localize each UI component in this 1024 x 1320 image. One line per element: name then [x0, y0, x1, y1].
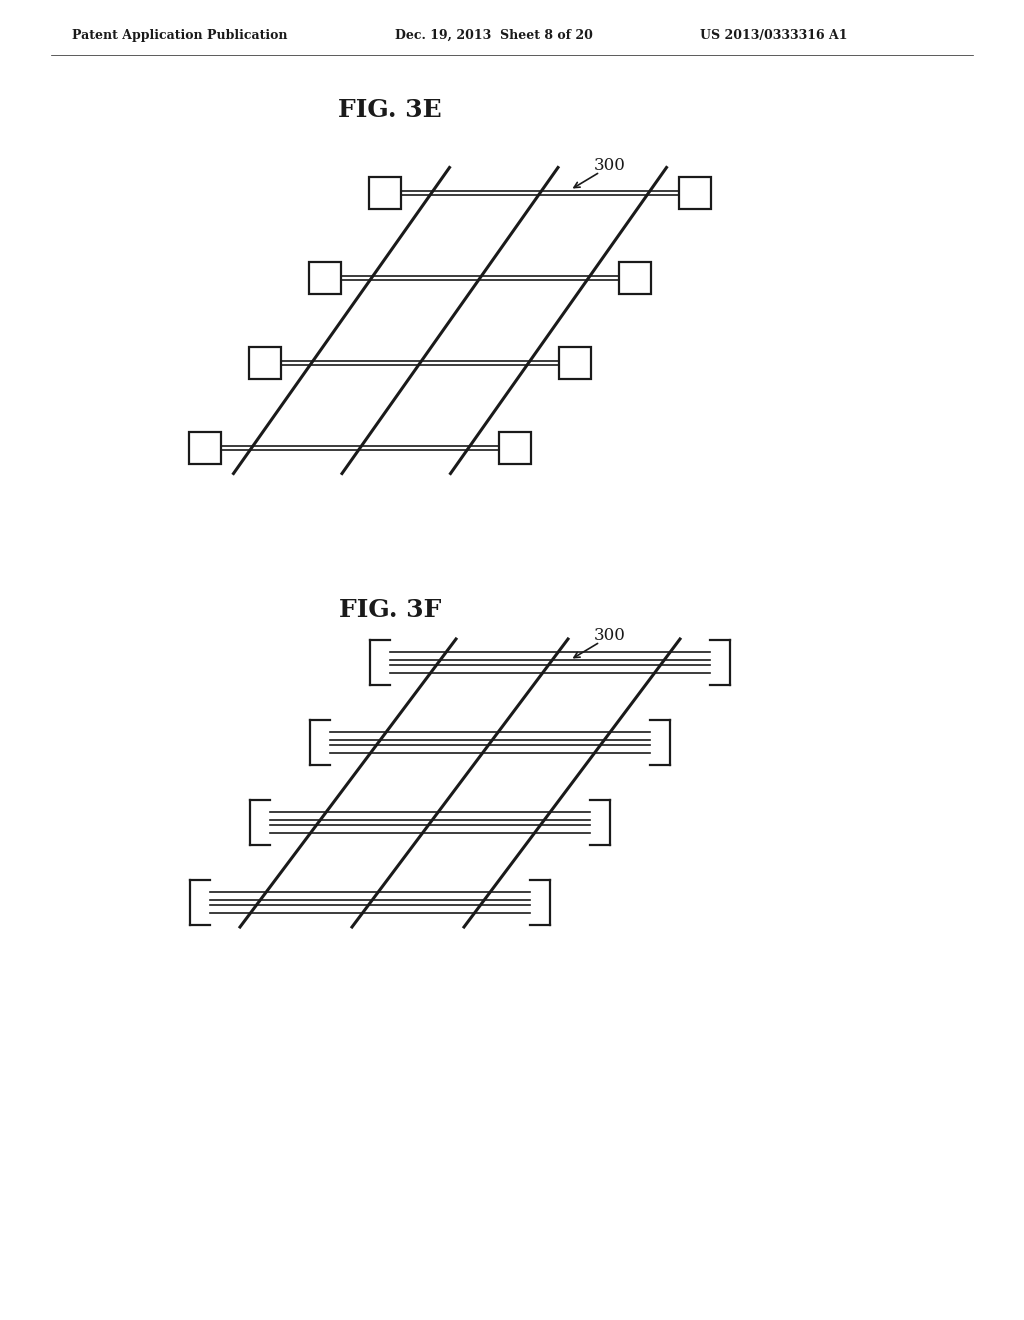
- Bar: [679, 177, 711, 209]
- Bar: [189, 432, 221, 465]
- Text: FIG. 3E: FIG. 3E: [338, 98, 441, 121]
- Bar: [309, 261, 341, 294]
- Text: FIG. 3F: FIG. 3F: [339, 598, 441, 622]
- Bar: [499, 432, 531, 465]
- Text: US 2013/0333316 A1: US 2013/0333316 A1: [700, 29, 848, 41]
- Text: Dec. 19, 2013  Sheet 8 of 20: Dec. 19, 2013 Sheet 8 of 20: [395, 29, 593, 41]
- Bar: [559, 347, 591, 379]
- Text: 300: 300: [594, 157, 626, 173]
- Bar: [369, 177, 401, 209]
- Text: 300: 300: [594, 627, 626, 644]
- Text: Patent Application Publication: Patent Application Publication: [72, 29, 288, 41]
- Bar: [249, 347, 281, 379]
- Bar: [618, 261, 651, 294]
